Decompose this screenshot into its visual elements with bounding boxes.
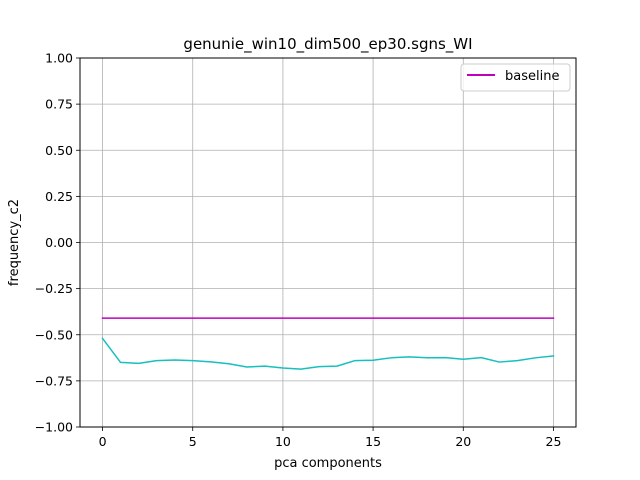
y-tick-label: 0.50 [45, 143, 73, 158]
x-tick-label: 5 [189, 434, 197, 449]
x-tick-label: 10 [275, 434, 291, 449]
y-axis-label: frequency_c2 [7, 199, 22, 286]
x-tick-label: 0 [99, 434, 107, 449]
x-tick-label: 25 [546, 434, 562, 449]
x-axis-label: pca components [274, 456, 382, 471]
x-tick-label: 20 [455, 434, 471, 449]
y-tick-label: −1.00 [35, 420, 73, 435]
legend-label-baseline: baseline [505, 69, 559, 84]
y-tick-label: 1.00 [45, 51, 73, 66]
y-tick-label: 0.75 [45, 97, 73, 112]
y-tick-label: −0.50 [35, 327, 73, 342]
legend-box [460, 63, 571, 92]
y-tick-label: −0.75 [35, 373, 73, 388]
axis-ticks: 0 5 10 15 20 25 −1.00 −0.75 −0.50 −0.25 0.00 0.25 0.… [35, 51, 562, 450]
x-tick-label: 15 [365, 434, 381, 449]
chart-title: genunie_win10_dim500_ep30.sgns_WI [183, 35, 472, 54]
y-tick-label: 0.00 [45, 235, 73, 250]
plot-lines [101, 317, 555, 370]
series-line-1 [101, 337, 555, 370]
legend: baseline [460, 63, 571, 92]
y-tick-label: 0.25 [45, 189, 73, 204]
y-tick-label: −0.25 [35, 281, 73, 296]
